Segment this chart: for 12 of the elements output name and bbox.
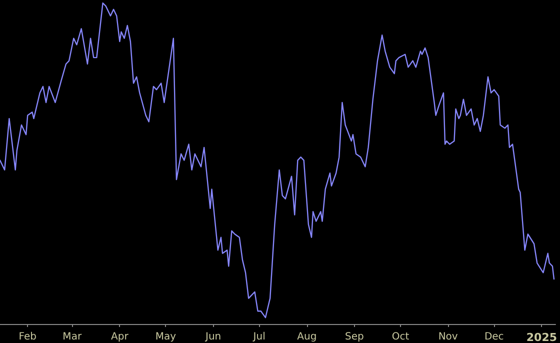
x-tick-label: 2025 bbox=[526, 331, 558, 343]
x-tick-label: Feb bbox=[18, 332, 36, 342]
x-tick-label: Apr bbox=[111, 332, 130, 342]
x-tick-label: Dec bbox=[484, 332, 504, 342]
x-tick-label: Aug bbox=[297, 332, 317, 342]
x-tick-label: Mar bbox=[62, 332, 82, 342]
x-tick-label: Sep bbox=[345, 332, 364, 342]
x-tick-label: Nov bbox=[438, 332, 458, 342]
x-tick-label: May bbox=[155, 332, 176, 342]
x-tick-label: Jun bbox=[204, 332, 222, 342]
x-tick-label: Oct bbox=[392, 332, 410, 342]
x-tick-label: Jul bbox=[252, 332, 266, 342]
